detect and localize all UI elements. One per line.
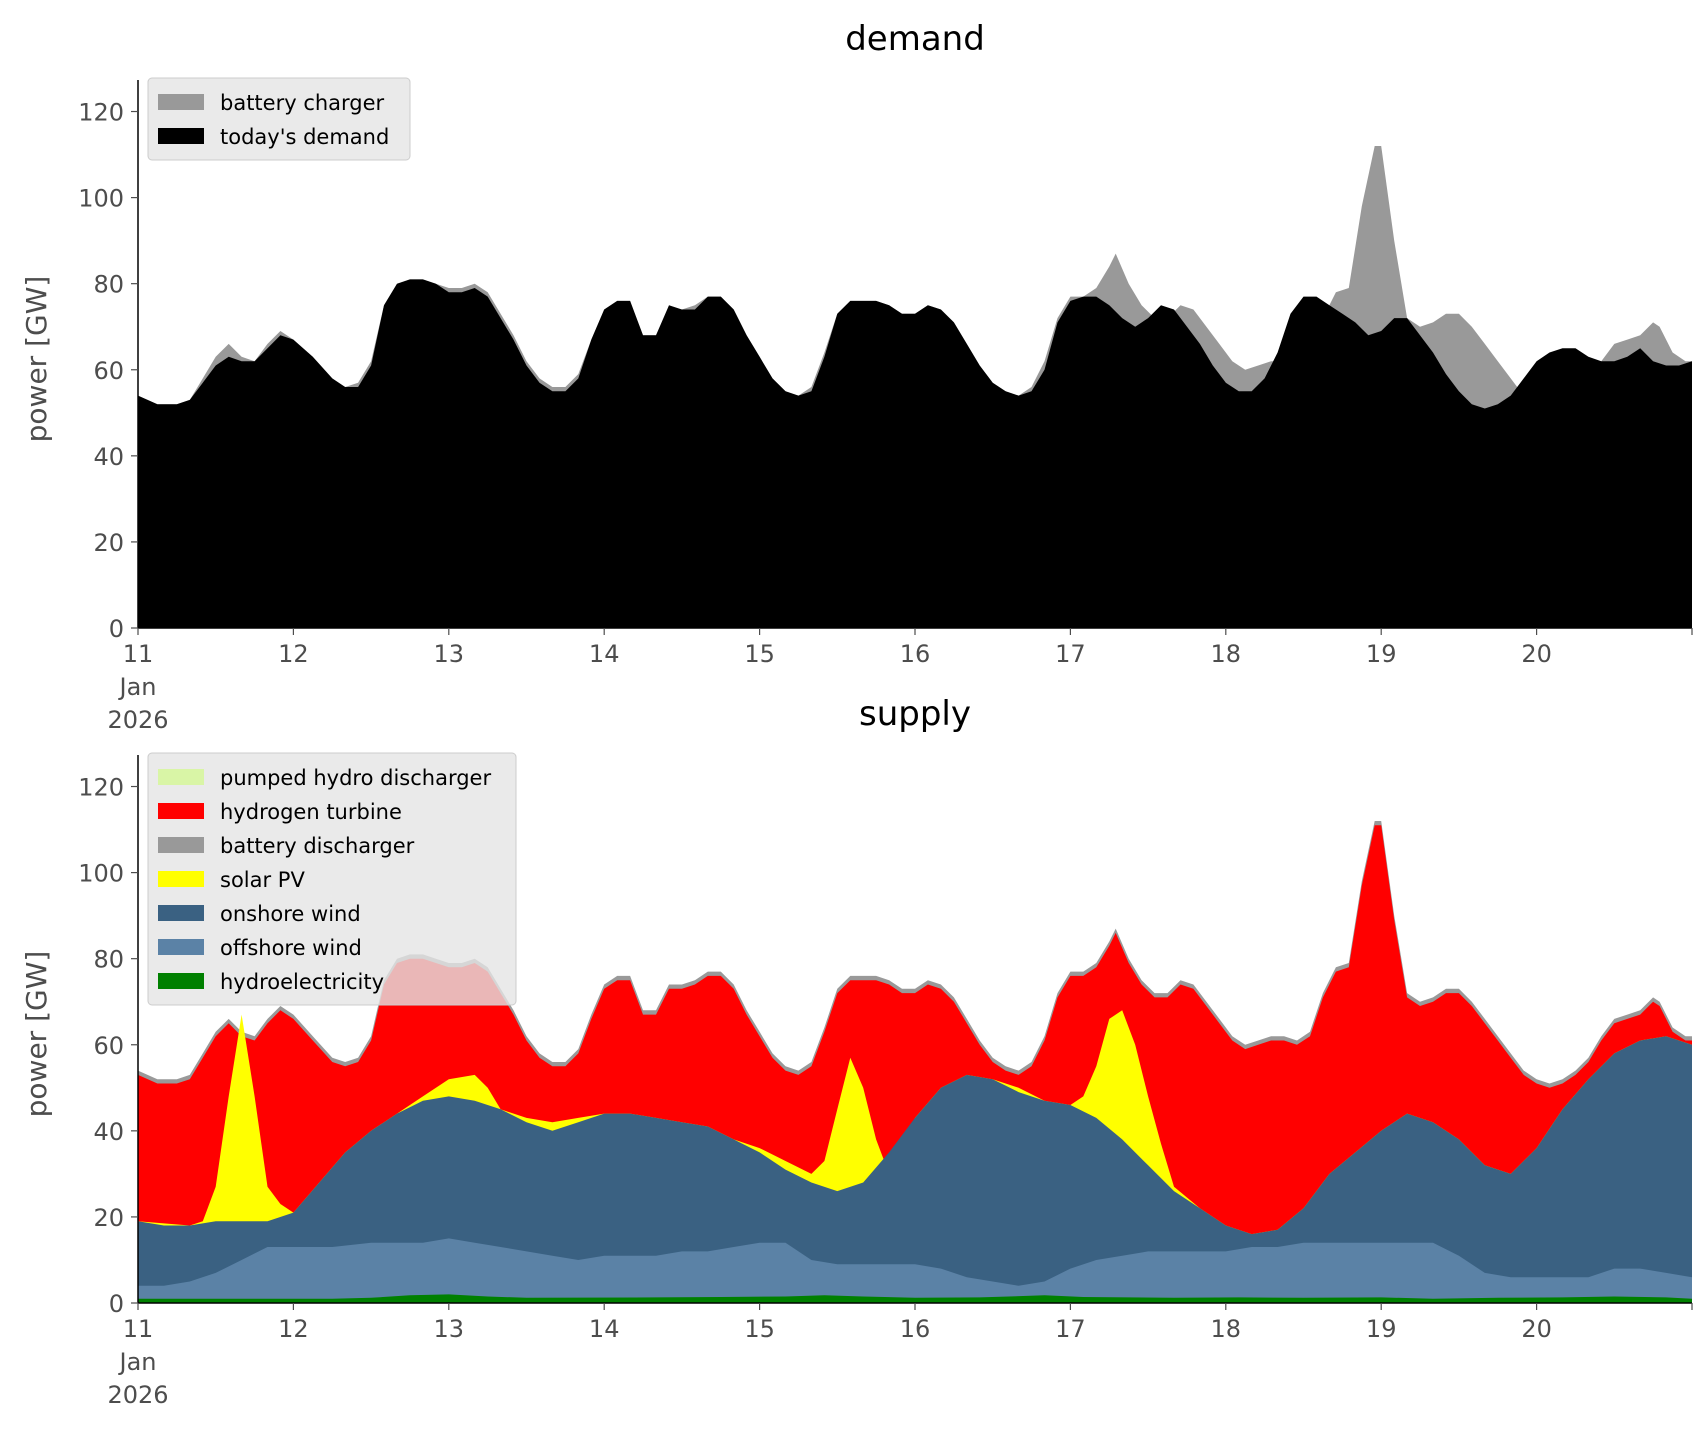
area-hydroelectricity xyxy=(138,1294,1692,1303)
y-tick-label: 60 xyxy=(93,357,124,385)
y-tick-label: 60 xyxy=(93,1032,124,1060)
chart-panel-demand: demand 0 20 40 60 80 100 120 power [GW] 11 Jan 2026… xyxy=(20,19,1693,734)
legend-label-offshore-wind: offshore wind xyxy=(220,936,362,960)
x-tick-label: 16 xyxy=(900,1315,931,1343)
legend-label-pumped-hydro-discharger: pumped hydro discharger xyxy=(220,766,491,790)
legend: battery charger today's demand xyxy=(147,77,411,161)
y-tick-label: 20 xyxy=(93,1204,124,1232)
legend-label-hydrogen-turbine: hydrogen turbine xyxy=(220,800,402,824)
x-tick-label: 14 xyxy=(589,640,620,668)
y-tick-label: 120 xyxy=(78,774,124,802)
x-tick-label: 18 xyxy=(1211,1315,1242,1343)
y-axis-label: power [GW] xyxy=(20,951,53,1118)
x-tick-label: 14 xyxy=(589,1315,620,1343)
x-tick-label: Jan xyxy=(118,673,157,701)
legend-swatch-hydrogen-turbine xyxy=(158,803,204,819)
x-tick-label: 11 xyxy=(123,640,154,668)
x-tick-label: 17 xyxy=(1055,640,1086,668)
chart-title: supply xyxy=(859,694,971,734)
legend-label-battery-discharger: battery discharger xyxy=(220,834,415,858)
y-tick-label: 120 xyxy=(78,99,124,127)
y-axis-label: power [GW] xyxy=(20,276,53,443)
x-tick-label: 16 xyxy=(900,640,931,668)
y-tick-label: 0 xyxy=(109,615,124,643)
legend-swatch-battery-discharger xyxy=(158,837,204,853)
x-tick-label: 19 xyxy=(1366,1315,1397,1343)
x-tick-label: 13 xyxy=(434,640,465,668)
legend-swatch-onshore-wind xyxy=(158,905,204,921)
legend-swatch-today-s-demand xyxy=(158,128,204,144)
y-tick-label: 20 xyxy=(93,529,124,557)
area-onshore-wind xyxy=(138,1036,1692,1303)
y-tick-label: 0 xyxy=(109,1290,124,1318)
x-tick-label: 11 xyxy=(123,1315,154,1343)
legend: pumped hydro discharger hydrogen turbine b… xyxy=(147,752,517,1006)
legend-swatch-pumped-hydro-discharger xyxy=(158,769,204,785)
x-tick-label: 18 xyxy=(1211,640,1242,668)
x-tick-label: 20 xyxy=(1521,1315,1552,1343)
x-tick-label: 13 xyxy=(434,1315,465,1343)
y-tick-label: 80 xyxy=(93,946,124,974)
y-tick-label: 40 xyxy=(93,1118,124,1146)
legend-label-battery-charger: battery charger xyxy=(220,91,385,115)
x-tick-label: 17 xyxy=(1055,1315,1086,1343)
y-tick-label: 100 xyxy=(78,185,124,213)
legend-label-today-s-demand: today's demand xyxy=(220,125,389,149)
y-tick-label: 100 xyxy=(78,860,124,888)
legend-swatch-hydroelectricity xyxy=(158,973,204,989)
legend-swatch-solar-pv xyxy=(158,871,204,887)
y-tick-label: 40 xyxy=(93,443,124,471)
legend-box xyxy=(147,77,411,161)
x-tick-label: 12 xyxy=(278,640,309,668)
legend-label-solar-pv: solar PV xyxy=(220,868,305,892)
x-tick-label: Jan xyxy=(118,1348,157,1376)
legend-label-hydroelectricity: hydroelectricity xyxy=(220,970,384,994)
area-today-s-demand xyxy=(138,279,1692,628)
x-tick-label: 2026 xyxy=(107,706,168,734)
x-tick-label: 19 xyxy=(1366,640,1397,668)
x-tick-label: 2026 xyxy=(107,1381,168,1409)
chart-panel-supply: supply 0 20 40 60 80 100 120 power [GW] 11 Jan 2026… xyxy=(20,694,1693,1409)
x-tick-label: 15 xyxy=(744,1315,775,1343)
legend-label-onshore-wind: onshore wind xyxy=(220,902,361,926)
x-tick-label: 12 xyxy=(278,1315,309,1343)
legend-swatch-battery-charger xyxy=(158,94,204,110)
legend-box xyxy=(147,752,517,1006)
area-offshore-wind xyxy=(138,1238,1692,1303)
chart-title: demand xyxy=(845,19,985,59)
y-tick-label: 80 xyxy=(93,271,124,299)
x-tick-label: 20 xyxy=(1521,640,1552,668)
x-tick-label: 15 xyxy=(744,640,775,668)
legend-swatch-offshore-wind xyxy=(158,939,204,955)
